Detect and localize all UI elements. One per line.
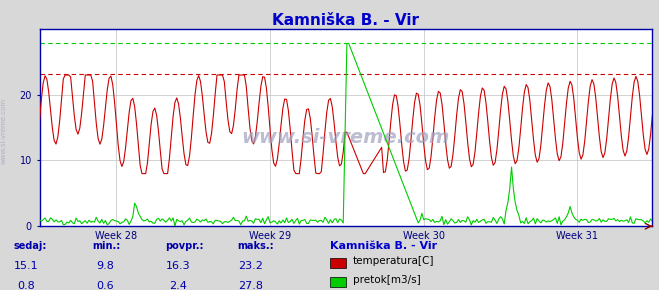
Title: Kamniška B. - Vir: Kamniška B. - Vir <box>272 13 420 28</box>
Text: 0.8: 0.8 <box>18 281 35 290</box>
Text: 27.8: 27.8 <box>238 281 263 290</box>
Text: 16.3: 16.3 <box>165 261 190 271</box>
Text: pretok[m3/s]: pretok[m3/s] <box>353 275 420 285</box>
Text: 2.4: 2.4 <box>169 281 187 290</box>
Text: 23.2: 23.2 <box>238 261 263 271</box>
Text: 15.1: 15.1 <box>14 261 39 271</box>
Text: 0.6: 0.6 <box>97 281 114 290</box>
Text: temperatura[C]: temperatura[C] <box>353 256 434 266</box>
Text: maks.:: maks.: <box>237 241 274 251</box>
FancyBboxPatch shape <box>330 277 346 287</box>
Text: www.si-vreme.com: www.si-vreme.com <box>0 97 7 164</box>
Text: Kamniška B. - Vir: Kamniška B. - Vir <box>330 241 437 251</box>
Text: sedaj:: sedaj: <box>13 241 47 251</box>
Text: min.:: min.: <box>92 241 121 251</box>
Text: povpr.:: povpr.: <box>165 241 203 251</box>
Text: www.si-vreme.com: www.si-vreme.com <box>242 128 450 147</box>
Text: 9.8: 9.8 <box>96 261 115 271</box>
FancyBboxPatch shape <box>330 258 346 268</box>
